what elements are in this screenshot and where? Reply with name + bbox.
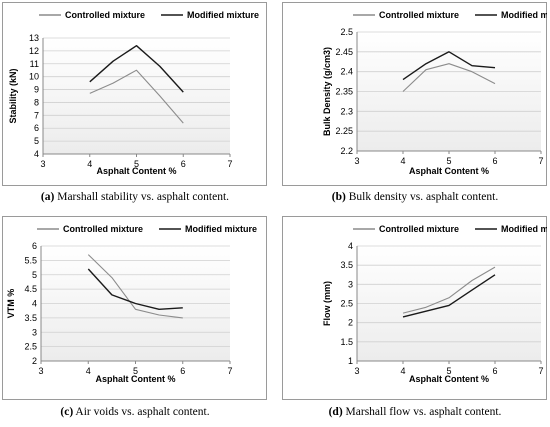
chart-c-series-line-2 [87, 268, 183, 311]
chart-d-y-tick-label: 2 [348, 318, 353, 328]
chart-c-y-tick-label: 3 [32, 327, 37, 337]
chart-a-legend-label-2: Modified mixture [187, 10, 259, 20]
chart-b-y-axis-title: Bulk Density (g/cm3) [322, 47, 332, 136]
chart-d-x-tick-label: 6 [492, 366, 497, 376]
chart-d-y-axis-title: Flow (mm) [322, 281, 332, 326]
chart-b: 2.2 2.25 2.3 2.35 2.4 2.45 2.5 3 4 5 6 7 Asphalt Con… [282, 2, 547, 186]
chart-b-y-tick-label: 2.35 [335, 87, 353, 97]
chart-c-y-axis-title: VTM % [6, 289, 16, 319]
chart-c-y-tick-label: 6 [32, 241, 37, 251]
chart-panel-c: 2 2.5 3 3.5 4 4.5 5 5.5 6 3 4 5 6 7 Asphalt Content % V… [2, 216, 267, 400]
chart-b-x-axis-title: Asphalt Content % [409, 166, 489, 176]
chart-c-x-tick-label: 7 [227, 366, 232, 376]
chart-d-y-tick-label: 3.5 [340, 260, 353, 270]
chart-panel-a: 4 5 6 7 8 9 10 11 12 13 3 4 5 6 7 Asphalt Content % Stab… [2, 2, 267, 186]
chart-a-x-tick-label: 7 [227, 159, 232, 169]
chart-a-x-tick-label: 4 [87, 159, 92, 169]
chart-a-legend-label-1: Controlled mixture [65, 10, 145, 20]
chart-c-x-axis-title: Asphalt Content % [96, 374, 176, 384]
caption-a-text: Marshall stability vs. asphalt content. [54, 191, 230, 203]
chart-a-y-tick-label: 7 [34, 110, 39, 120]
chart-b-y-tick-label: 2.45 [335, 47, 353, 57]
chart-b-legend-label-1: Controlled mixture [379, 10, 459, 20]
chart-a-y-axis-title: Stability (kN) [8, 68, 18, 123]
chart-a-y-tick-label: 8 [34, 97, 39, 107]
chart-panel-d: 1 1.5 2 2.5 3 3.5 4 3 4 5 6 7 Asphalt Content % Flow … [282, 216, 547, 400]
chart-d-legend-label-2: Modified mixture [501, 224, 547, 234]
chart-c-y-tick-label: 4 [32, 299, 37, 309]
chart-c-x-tick-label: 3 [38, 366, 43, 376]
chart-a-y-tick-label: 12 [29, 46, 39, 56]
caption-b: (b) Bulk density vs. asphalt content. [280, 191, 550, 203]
chart-b-legend-label-2: Modified mixture [501, 10, 547, 20]
chart-a-y-tick-label: 4 [34, 149, 39, 159]
chart-a-plot-area [43, 38, 230, 154]
chart-c-legend-label-2: Modified mixture [185, 224, 257, 234]
chart-b-y-tick-label: 2.25 [335, 126, 353, 136]
caption-c: (c) Air voids vs. asphalt content. [0, 406, 270, 418]
chart-panel-b: 2.2 2.25 2.3 2.35 2.4 2.45 2.5 3 4 5 6 7 Asphalt Con… [282, 2, 547, 186]
chart-c-x-tick-label: 4 [86, 366, 91, 376]
caption-d-text: Marshall flow vs. asphalt content. [342, 406, 502, 418]
chart-b-x-tick-label: 4 [400, 156, 405, 166]
chart-c-series-line-1 [87, 254, 183, 319]
chart-d-y-tick-label: 1 [348, 356, 353, 366]
chart-d-x-tick-label: 5 [446, 366, 451, 376]
chart-b-y-tick-label: 2.4 [340, 67, 353, 77]
chart-d-series-line-1 [402, 266, 496, 314]
chart-d-x-tick-label: 3 [354, 366, 359, 376]
chart-d-x-tick-label: 7 [538, 366, 543, 376]
chart-d: 1 1.5 2 2.5 3 3.5 4 3 4 5 6 7 Asphalt Content % Flow … [282, 216, 547, 400]
chart-d-legend-label-1: Controlled mixture [379, 224, 459, 234]
chart-c-y-tick-label: 2.5 [24, 342, 37, 352]
chart-b-x-tick-label: 5 [446, 156, 451, 166]
chart-b-y-tick-label: 2.2 [340, 146, 353, 156]
caption-a: (a) Marshall stability vs. asphalt conte… [0, 191, 270, 203]
chart-d-series-line-2 [402, 274, 496, 318]
caption-c-rest: Air voids vs. asphalt content. [73, 406, 210, 418]
chart-d-x-tick-label: 4 [400, 366, 405, 376]
chart-a-x-tick-label: 3 [40, 159, 45, 169]
caption-a-letter: (a) [40, 191, 55, 203]
chart-b-series-line-1 [402, 63, 496, 92]
caption-d: (d) Marshall flow vs. asphalt content. [280, 406, 550, 418]
caption-c-text: (c) Air voids vs. asphalt content. [60, 406, 209, 418]
chart-c: 2 2.5 3 3.5 4 4.5 5 5.5 6 3 4 5 6 7 Asphalt Content % V… [2, 216, 267, 400]
chart-a-x-axis-title: Asphalt Content % [97, 166, 177, 176]
chart-c-legend-label-1: Controlled mixture [63, 224, 143, 234]
chart-b-x-tick-label: 7 [538, 156, 543, 166]
chart-a-y-tick-label: 10 [29, 72, 39, 82]
caption-d-letter: (d) [328, 406, 343, 418]
chart-a-y-tick-label: 9 [34, 85, 39, 95]
chart-d-y-tick-label: 1.5 [340, 337, 353, 347]
chart-a-y-tick-label: 13 [29, 33, 39, 43]
chart-c-y-tick-label: 5.5 [24, 255, 37, 265]
chart-c-y-tick-label: 2 [32, 356, 37, 366]
chart-c-x-tick-label: 6 [180, 366, 185, 376]
chart-a-series-line-2 [89, 45, 184, 93]
chart-c-x-tick-label: 5 [133, 366, 138, 376]
chart-a-x-tick-label: 5 [134, 159, 139, 169]
chart-b-x-tick-label: 3 [354, 156, 359, 166]
chart-c-y-tick-label: 5 [32, 270, 37, 280]
chart-b-series-line-2 [402, 51, 496, 81]
chart-d-y-tick-label: 3 [348, 279, 353, 289]
caption-c-letter: (c) [60, 406, 74, 418]
chart-b-y-tick-label: 2.3 [340, 106, 353, 116]
chart-d-x-axis-title: Asphalt Content % [409, 374, 489, 384]
chart-c-y-tick-label: 3.5 [24, 313, 37, 323]
chart-b-y-tick-label: 2.5 [340, 27, 353, 37]
chart-b-x-tick-label: 6 [492, 156, 497, 166]
chart-d-y-tick-label: 2.5 [340, 299, 353, 309]
chart-a-y-tick-label: 6 [34, 123, 39, 133]
chart-c-y-tick-label: 4.5 [24, 284, 37, 294]
chart-a-series-line-1 [89, 69, 184, 124]
chart-a-y-tick-label: 11 [30, 59, 39, 69]
chart-a-y-tick-label: 5 [34, 136, 39, 146]
caption-b-letter: (b) [331, 191, 346, 203]
caption-b-text: Bulk density vs. asphalt content. [345, 191, 499, 203]
chart-d-y-tick-label: 4 [348, 241, 353, 251]
chart-a-x-tick-label: 6 [181, 159, 186, 169]
